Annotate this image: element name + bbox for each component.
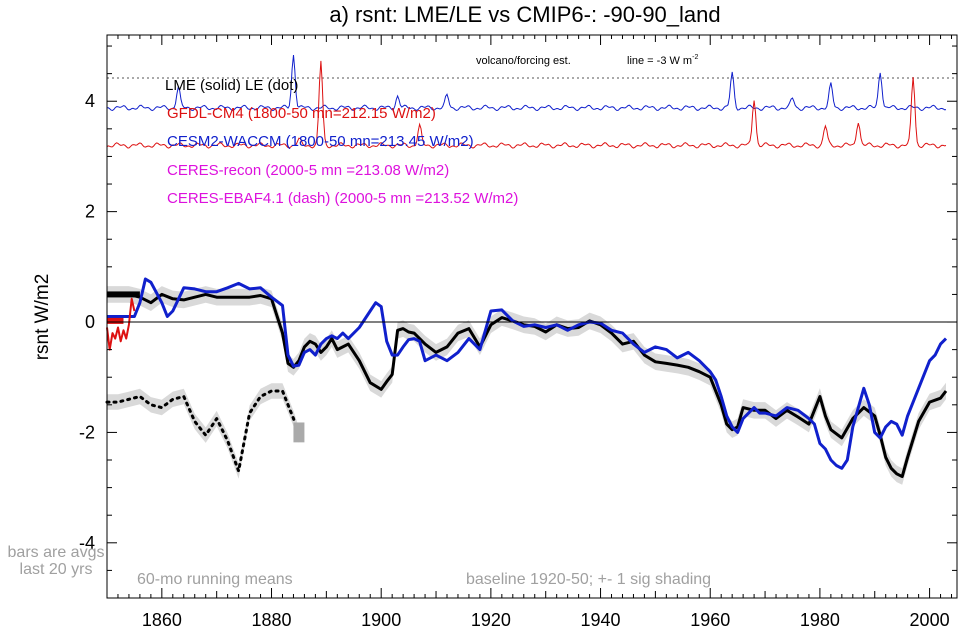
bars-layer: [107, 291, 305, 443]
forcing-label: volcano/forcing est.: [476, 55, 571, 67]
series-line-gfdl-cm4: [106, 297, 136, 351]
series-line-le-dot-: [105, 389, 301, 473]
legend-cesm2: CESM2-WACCM (1800-50 mn=213.45 W/m2): [167, 133, 474, 150]
y-axis-title-text: rsnt W/m2: [32, 274, 53, 361]
y-axis-title: rsnt W/m2: [32, 274, 53, 361]
chart-title: a) rsnt: LME/LE vs CMIP6-: -90-90_land: [329, 2, 720, 27]
avg-bar-0: [107, 291, 140, 298]
forcing-line-label: line = -3 W m-2: [627, 54, 698, 67]
legend-lme-le: LME (solid) LE (dot): [165, 77, 298, 94]
x-tick-label-1860: 1860: [142, 610, 182, 630]
shading-band-le-spread: [107, 383, 299, 479]
plot-frame: [106, 34, 958, 599]
y-tick-label--4: -4: [79, 533, 95, 553]
avg-bar-3: [293, 422, 305, 443]
forcing-line-text: line = -3 W m: [627, 55, 692, 67]
forcing-line-sup: -2: [692, 54, 698, 61]
x-tick-label-1980: 1980: [800, 610, 840, 630]
x-tick-label-2000: 2000: [910, 610, 950, 630]
forcing-layer: [106, 55, 957, 149]
x-tick-label-1960: 1960: [690, 610, 730, 630]
legend-ceres-ebaf: CERES-EBAF4.1 (dash) (2000-5 mn =213.52 …: [167, 190, 518, 207]
x-tick-label-1900: 1900: [361, 610, 401, 630]
x-tick-label-1940: 1940: [581, 610, 621, 630]
footer-running-means: 60-mo running means: [137, 571, 293, 588]
forcing-trace-1: [106, 60, 947, 149]
shading-band-lme-spread: [107, 286, 946, 485]
shading-layer: [107, 286, 946, 485]
legend-ceres-recon: CERES-recon (2000-5 mn =213.08 W/m2): [167, 162, 449, 179]
series-layer: [105, 277, 948, 479]
footer-baseline: baseline 1920-50; +- 1 sig shading: [466, 571, 711, 588]
x-tick-label-1880: 1880: [251, 610, 291, 630]
bars-note-1: bars are avgs: [8, 544, 105, 561]
series-line-cesm2-waccm: [107, 277, 948, 470]
avg-bar-2: [107, 317, 124, 324]
y-tick-label-2: 2: [85, 202, 95, 222]
y-tick-label--2: -2: [79, 422, 95, 442]
y-tick-label-0: 0: [85, 312, 95, 332]
axes-layer: 1860 1880 1900 1920 1940 1960 1980 2000 -4 -2 0 2 4: [79, 34, 958, 630]
legend-gfdl: GFDL-CM4 (1800-50 mn=212.15 W/m2): [167, 105, 436, 122]
y-tick-label-4: 4: [85, 91, 95, 111]
x-tick-label-1920: 1920: [471, 610, 511, 630]
forcing-trace-0: [107, 55, 947, 112]
bars-note-2: last 20 yrs: [20, 561, 93, 578]
